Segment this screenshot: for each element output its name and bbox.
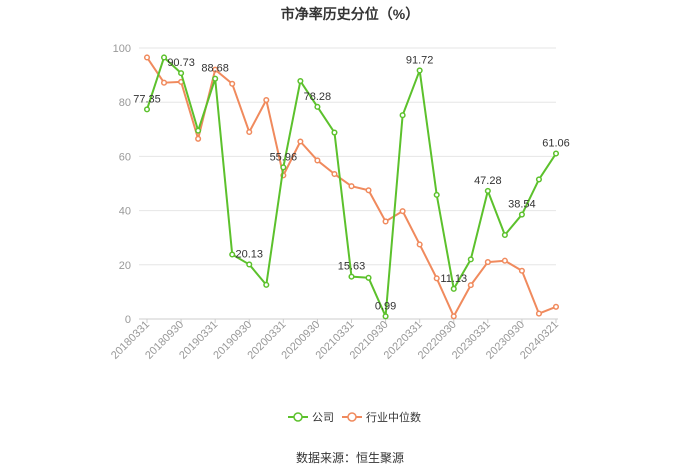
- data-point: [416, 241, 423, 248]
- data-point: [467, 256, 474, 263]
- data-point: [365, 274, 372, 281]
- data-label: 11.13: [440, 273, 467, 285]
- data-point: [246, 261, 253, 268]
- legend-label-0: 公司: [312, 412, 334, 424]
- data-point: [195, 135, 202, 142]
- data-label: 90.73: [167, 57, 195, 69]
- data-point: [535, 176, 543, 183]
- data-point: [229, 251, 236, 258]
- data-label: 88.68: [201, 63, 229, 75]
- y-tick-label: 100: [113, 43, 131, 55]
- data-point: [160, 54, 168, 61]
- legend-marker-0: [293, 412, 303, 422]
- data-point: [263, 281, 270, 288]
- data-point: [467, 282, 474, 289]
- data-label: 78.28: [304, 91, 332, 103]
- data-point: [382, 218, 389, 225]
- data-point: [416, 67, 423, 74]
- data-point: [552, 303, 560, 310]
- data-point: [143, 54, 151, 61]
- data-source-note: 数据来源：恒生聚源: [295, 451, 404, 465]
- data-point: [212, 75, 219, 82]
- data-label: 38.54: [508, 199, 536, 211]
- data-label: 20.13: [235, 248, 263, 260]
- data-point: [195, 127, 202, 134]
- data-point: [433, 275, 440, 282]
- y-tick-label: 20: [119, 260, 131, 272]
- data-point: [535, 310, 543, 317]
- data-label: 61.06: [542, 138, 570, 150]
- data-label: 91.72: [406, 54, 434, 66]
- legend-label-1: 行业中位数: [366, 410, 421, 424]
- legend-marker-1: [347, 412, 357, 422]
- data-point: [552, 150, 560, 157]
- data-point: [348, 273, 355, 280]
- data-point: [314, 103, 321, 110]
- y-tick-label: 60: [119, 151, 131, 163]
- data-point: [314, 157, 321, 164]
- data-point: [160, 79, 168, 86]
- data-point: [178, 70, 185, 77]
- data-label: 55.96: [270, 151, 298, 163]
- data-point: [518, 211, 525, 218]
- data-point: [143, 106, 151, 113]
- data-point: [280, 164, 287, 171]
- data-point: [518, 267, 525, 274]
- data-point: [450, 285, 457, 292]
- data-point: [399, 112, 406, 119]
- data-point: [348, 183, 355, 190]
- data-point: [297, 138, 304, 145]
- y-tick-label: 80: [119, 97, 131, 109]
- y-tick-label: 0: [125, 314, 131, 326]
- data-point: [331, 170, 338, 178]
- data-point: [399, 208, 406, 215]
- data-point: [501, 257, 508, 264]
- data-label: 0.99: [375, 300, 396, 312]
- data-label: 77.35: [133, 93, 161, 105]
- data-point: [246, 128, 253, 136]
- data-point: [297, 78, 304, 85]
- data-point: [331, 129, 338, 136]
- data-point: [263, 96, 270, 104]
- data-point: [382, 313, 389, 320]
- data-label: 47.28: [474, 175, 502, 187]
- data-point: [484, 187, 491, 194]
- data-point: [450, 313, 457, 320]
- data-point: [433, 191, 440, 198]
- data-point: [212, 66, 219, 73]
- data-point: [365, 187, 372, 194]
- data-point: [484, 259, 491, 266]
- data-point: [229, 80, 236, 87]
- data-label: 15.63: [338, 261, 366, 273]
- chart-title: 市净率历史分位（%）: [280, 6, 420, 22]
- y-tick-label: 40: [119, 206, 131, 218]
- data-point: [501, 231, 508, 239]
